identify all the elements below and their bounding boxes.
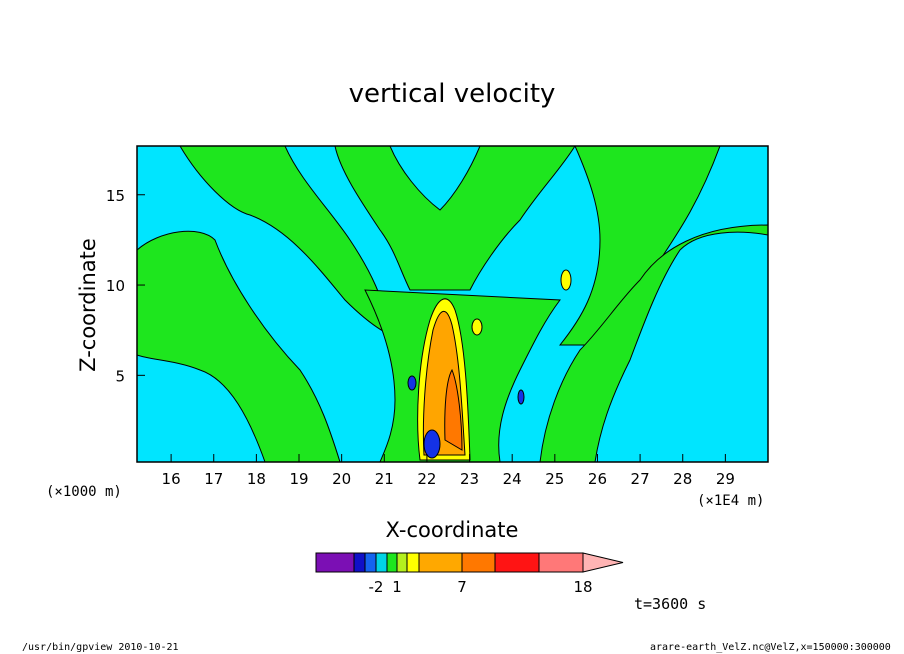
x-unit-right: (×1E4 m) bbox=[697, 493, 764, 509]
x-axis-label: X-coordinate bbox=[386, 518, 519, 542]
x-tick-label: 22 bbox=[417, 470, 436, 488]
colorbar bbox=[315, 552, 624, 573]
colorbar-extension bbox=[582, 552, 624, 573]
y-axis-label: Z-coordinate bbox=[76, 238, 100, 372]
contour-cell-blue-1 bbox=[423, 429, 441, 459]
colorbar-swatch bbox=[406, 552, 420, 573]
time-label: t=3600 s bbox=[634, 595, 706, 613]
plot-area bbox=[137, 146, 768, 462]
y-ticks: 5 10 15 bbox=[106, 187, 145, 385]
x-tick-label: 16 bbox=[162, 470, 181, 488]
y-tick-label: 10 bbox=[106, 277, 125, 295]
x-tick-label: 27 bbox=[631, 470, 650, 488]
contour-band-center-high bbox=[334, 146, 576, 291]
colorbar-label: 7 bbox=[457, 578, 467, 596]
colorbar-label: 1 bbox=[392, 578, 402, 596]
x-tick-label: 21 bbox=[375, 470, 394, 488]
colorbar-label: 18 bbox=[573, 578, 592, 596]
plot-frame bbox=[136, 145, 769, 463]
colorbar-swatch bbox=[353, 552, 366, 573]
contour-core-deep bbox=[444, 368, 463, 451]
x-tick-label: 29 bbox=[716, 470, 735, 488]
x-tick-label: 26 bbox=[588, 470, 607, 488]
x-tick-label: 18 bbox=[247, 470, 266, 488]
colorbar-swatch bbox=[396, 552, 408, 573]
colorbar-label: -2 bbox=[369, 578, 384, 596]
x-tick-label: 25 bbox=[545, 470, 564, 488]
colorbar-swatch bbox=[418, 552, 463, 573]
contour-cell-blue-3 bbox=[517, 389, 525, 405]
chart-title: vertical velocity bbox=[349, 79, 556, 109]
x-tick-label: 23 bbox=[460, 470, 479, 488]
contour-band-left-high bbox=[179, 146, 391, 336]
colorbar-swatch bbox=[364, 552, 377, 573]
colorbar-swatch bbox=[461, 552, 496, 573]
contour-cell-yellow-2 bbox=[471, 318, 483, 336]
x-tick-label: 20 bbox=[332, 470, 351, 488]
x-tick-label: 17 bbox=[204, 470, 223, 488]
colorbar-swatch bbox=[375, 552, 388, 573]
colorbar-swatch bbox=[538, 552, 584, 573]
colorbar-swatch bbox=[494, 552, 540, 573]
x-ticks: 16 17 18 19 20 21 22 23 24 25 26 27 28 29 bbox=[162, 454, 735, 488]
colorbar-swatch bbox=[386, 552, 398, 573]
x-tick-label: 24 bbox=[503, 470, 522, 488]
contour-cell-yellow-1 bbox=[560, 269, 572, 291]
contour-hole-center bbox=[389, 146, 481, 211]
x-unit-left: (×1000 m) bbox=[46, 484, 122, 500]
colorbar-labels: -2 1 7 18 bbox=[369, 578, 593, 596]
x-tick-label: 28 bbox=[673, 470, 692, 488]
footer-left: /usr/bin/gpview 2010-10-21 bbox=[22, 642, 179, 653]
y-tick-label: 15 bbox=[106, 187, 125, 205]
contour-band-left-low bbox=[137, 230, 341, 462]
colorbar-swatch bbox=[315, 552, 355, 573]
footer-right: arare-earth_VelZ.nc@VelZ,x=150000:300000 bbox=[650, 642, 891, 653]
contour-cell-blue-2 bbox=[407, 375, 417, 391]
x-tick-label: 19 bbox=[289, 470, 308, 488]
y-tick-label: 5 bbox=[115, 367, 125, 385]
